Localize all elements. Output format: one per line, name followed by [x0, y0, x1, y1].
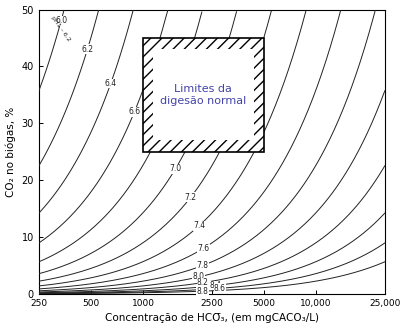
Text: 8.8: 8.8 — [196, 287, 208, 296]
Text: 7.6: 7.6 — [197, 244, 209, 253]
Text: pH1 – 6.2: pH1 – 6.2 — [50, 15, 71, 42]
Text: 7.0: 7.0 — [169, 164, 181, 173]
Text: Limites da
digesão normal: Limites da digesão normal — [160, 84, 246, 106]
X-axis label: Concentração de HCO̅₃, (em mgCACO₃/L): Concentração de HCO̅₃, (em mgCACO₃/L) — [104, 314, 318, 323]
Text: 7.8: 7.8 — [196, 261, 208, 270]
Text: 7.2: 7.2 — [184, 193, 196, 202]
Text: 7.4: 7.4 — [192, 221, 205, 230]
Text: 8.6: 8.6 — [213, 284, 226, 293]
Text: 6.4: 6.4 — [104, 79, 117, 88]
Y-axis label: CO₂ no biógas, %: CO₂ no biógas, % — [6, 107, 16, 197]
Bar — [143, 38, 263, 152]
Text: 6.2: 6.2 — [81, 45, 93, 54]
Text: 8.2: 8.2 — [196, 278, 208, 287]
Text: 6.6: 6.6 — [128, 108, 140, 116]
Text: 6.0: 6.0 — [55, 16, 67, 25]
Text: 8.4: 8.4 — [209, 281, 221, 290]
Bar — [152, 49, 254, 140]
Text: 6.8: 6.8 — [147, 141, 159, 151]
Text: 8.0: 8.0 — [192, 272, 204, 281]
